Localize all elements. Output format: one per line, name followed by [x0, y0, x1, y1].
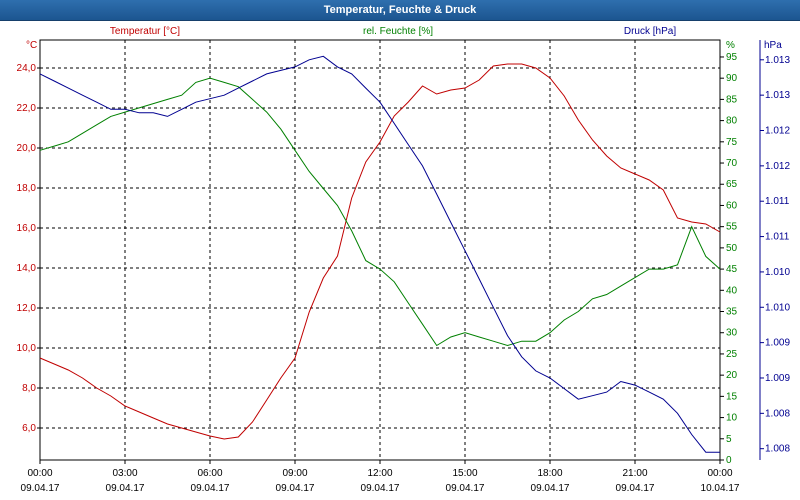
humidity-tick-label: 55 — [726, 222, 738, 233]
series-label-humidity: rel. Feuchte [%] — [363, 26, 433, 37]
pressure-tick-label: 1.011 — [765, 232, 790, 243]
left-tick-label: 22,0 — [17, 103, 37, 114]
humidity-tick-label: 45 — [726, 264, 738, 275]
left-tick-label: 18,0 — [17, 183, 37, 194]
pressure-tick-label: 1.013 — [765, 90, 790, 101]
humidity-tick-label: 80 — [726, 116, 738, 127]
pressure-tick-label: 1.008 — [765, 444, 790, 455]
x-tick-time: 09:00 — [282, 468, 307, 479]
left-tick-label: 6,0 — [22, 423, 36, 434]
x-tick-date: 09.04.17 — [191, 483, 230, 494]
x-tick-date: 09.04.17 — [531, 483, 570, 494]
humidity-line — [39, 77, 721, 347]
pressure-axis-ticks: 1.008 1.008 1.009 1.009 1.010 1.010 1.011 1.011… — [760, 55, 790, 455]
x-tick-time: 00:00 — [707, 468, 732, 479]
x-tick-time: 21:00 — [622, 468, 647, 479]
pressure-tick-label: 1.013 — [765, 55, 790, 66]
pressure-tick-label: 1.012 — [765, 126, 790, 137]
pressure-axis-unit: hPa — [764, 40, 782, 51]
x-tick-time: 15:00 — [452, 468, 477, 479]
humidity-tick-label: 70 — [726, 158, 738, 169]
chart-canvas: °C Temperatur [°C] rel. Feuchte [%] Druc… — [17, 26, 791, 494]
left-tick-label: 10,0 — [17, 343, 37, 354]
pressure-tick-label: 1.009 — [765, 373, 790, 384]
humidity-tick-label: 95 — [726, 52, 738, 63]
series-label-pressure: Druck [hPa] — [624, 26, 676, 37]
pressure-tick-label: 1.011 — [765, 196, 790, 207]
x-tick-time: 03:00 — [112, 468, 137, 479]
pressure-line — [39, 55, 720, 453]
x-tick-date: 10.04.17 — [701, 483, 740, 494]
humidity-tick-label: 20 — [726, 370, 738, 381]
humidity-tick-label: 85 — [726, 94, 738, 105]
humidity-tick-label: 5 — [726, 434, 732, 445]
humidity-tick-label: 90 — [726, 73, 738, 84]
x-tick-date: 09.04.17 — [616, 483, 655, 494]
humidity-axis-unit: % — [726, 40, 735, 51]
humidity-tick-label: 75 — [726, 137, 738, 148]
series-lines — [39, 55, 721, 453]
humidity-tick-label: 30 — [726, 328, 738, 339]
left-tick-label: 8,0 — [22, 383, 36, 394]
series-label-temperature: Temperatur [°C] — [110, 26, 180, 37]
humidity-tick-label: 10 — [726, 413, 738, 424]
pressure-tick-label: 1.009 — [765, 338, 790, 349]
left-axis-ticks: 6,0 8,0 10,0 12,0 14,0 16,0 18,0 20,0 22,0 24,0 — [17, 63, 40, 434]
humidity-tick-label: 50 — [726, 243, 738, 254]
x-tick-date: 09.04.17 — [106, 483, 145, 494]
left-tick-label: 20,0 — [17, 143, 37, 154]
grid — [40, 40, 720, 460]
humidity-axis-ticks: 0 5 10 15 20 25 30 35 40 45 50 55 60 65 70 75 80 85 90 95 — [720, 52, 738, 466]
pressure-tick-label: 1.012 — [765, 161, 790, 172]
humidity-tick-label: 65 — [726, 179, 738, 190]
x-tick-date: 09.04.17 — [21, 483, 60, 494]
humidity-tick-label: 40 — [726, 285, 738, 296]
left-tick-label: 14,0 — [17, 263, 37, 274]
x-tick-date: 09.04.17 — [361, 483, 400, 494]
x-tick-time: 18:00 — [537, 468, 562, 479]
humidity-tick-label: 15 — [726, 391, 738, 402]
humidity-tick-label: 0 — [726, 455, 732, 466]
x-tick-time: 06:00 — [197, 468, 222, 479]
left-tick-label: 12,0 — [17, 303, 37, 314]
x-tick-date: 09.04.17 — [276, 483, 315, 494]
left-tick-label: 24,0 — [17, 63, 37, 74]
temperature-line — [39, 63, 721, 440]
left-axis-unit: °C — [26, 40, 37, 51]
window-title: Temperatur, Feuchte & Druck — [0, 0, 800, 21]
pressure-tick-label: 1.008 — [765, 408, 790, 419]
pressure-tick-label: 1.010 — [765, 267, 790, 278]
x-axis-ticks: 00:00 09.04.17 03:00 09.04.17 06:00 09.04.17 0… — [21, 460, 740, 494]
humidity-tick-label: 25 — [726, 349, 738, 360]
humidity-tick-label: 35 — [726, 307, 738, 318]
humidity-tick-label: 60 — [726, 200, 738, 211]
left-tick-label: 16,0 — [17, 223, 37, 234]
x-tick-date: 09.04.17 — [446, 483, 485, 494]
pressure-tick-label: 1.010 — [765, 302, 790, 313]
x-tick-time: 12:00 — [367, 468, 392, 479]
x-tick-time: 00:00 — [27, 468, 52, 479]
